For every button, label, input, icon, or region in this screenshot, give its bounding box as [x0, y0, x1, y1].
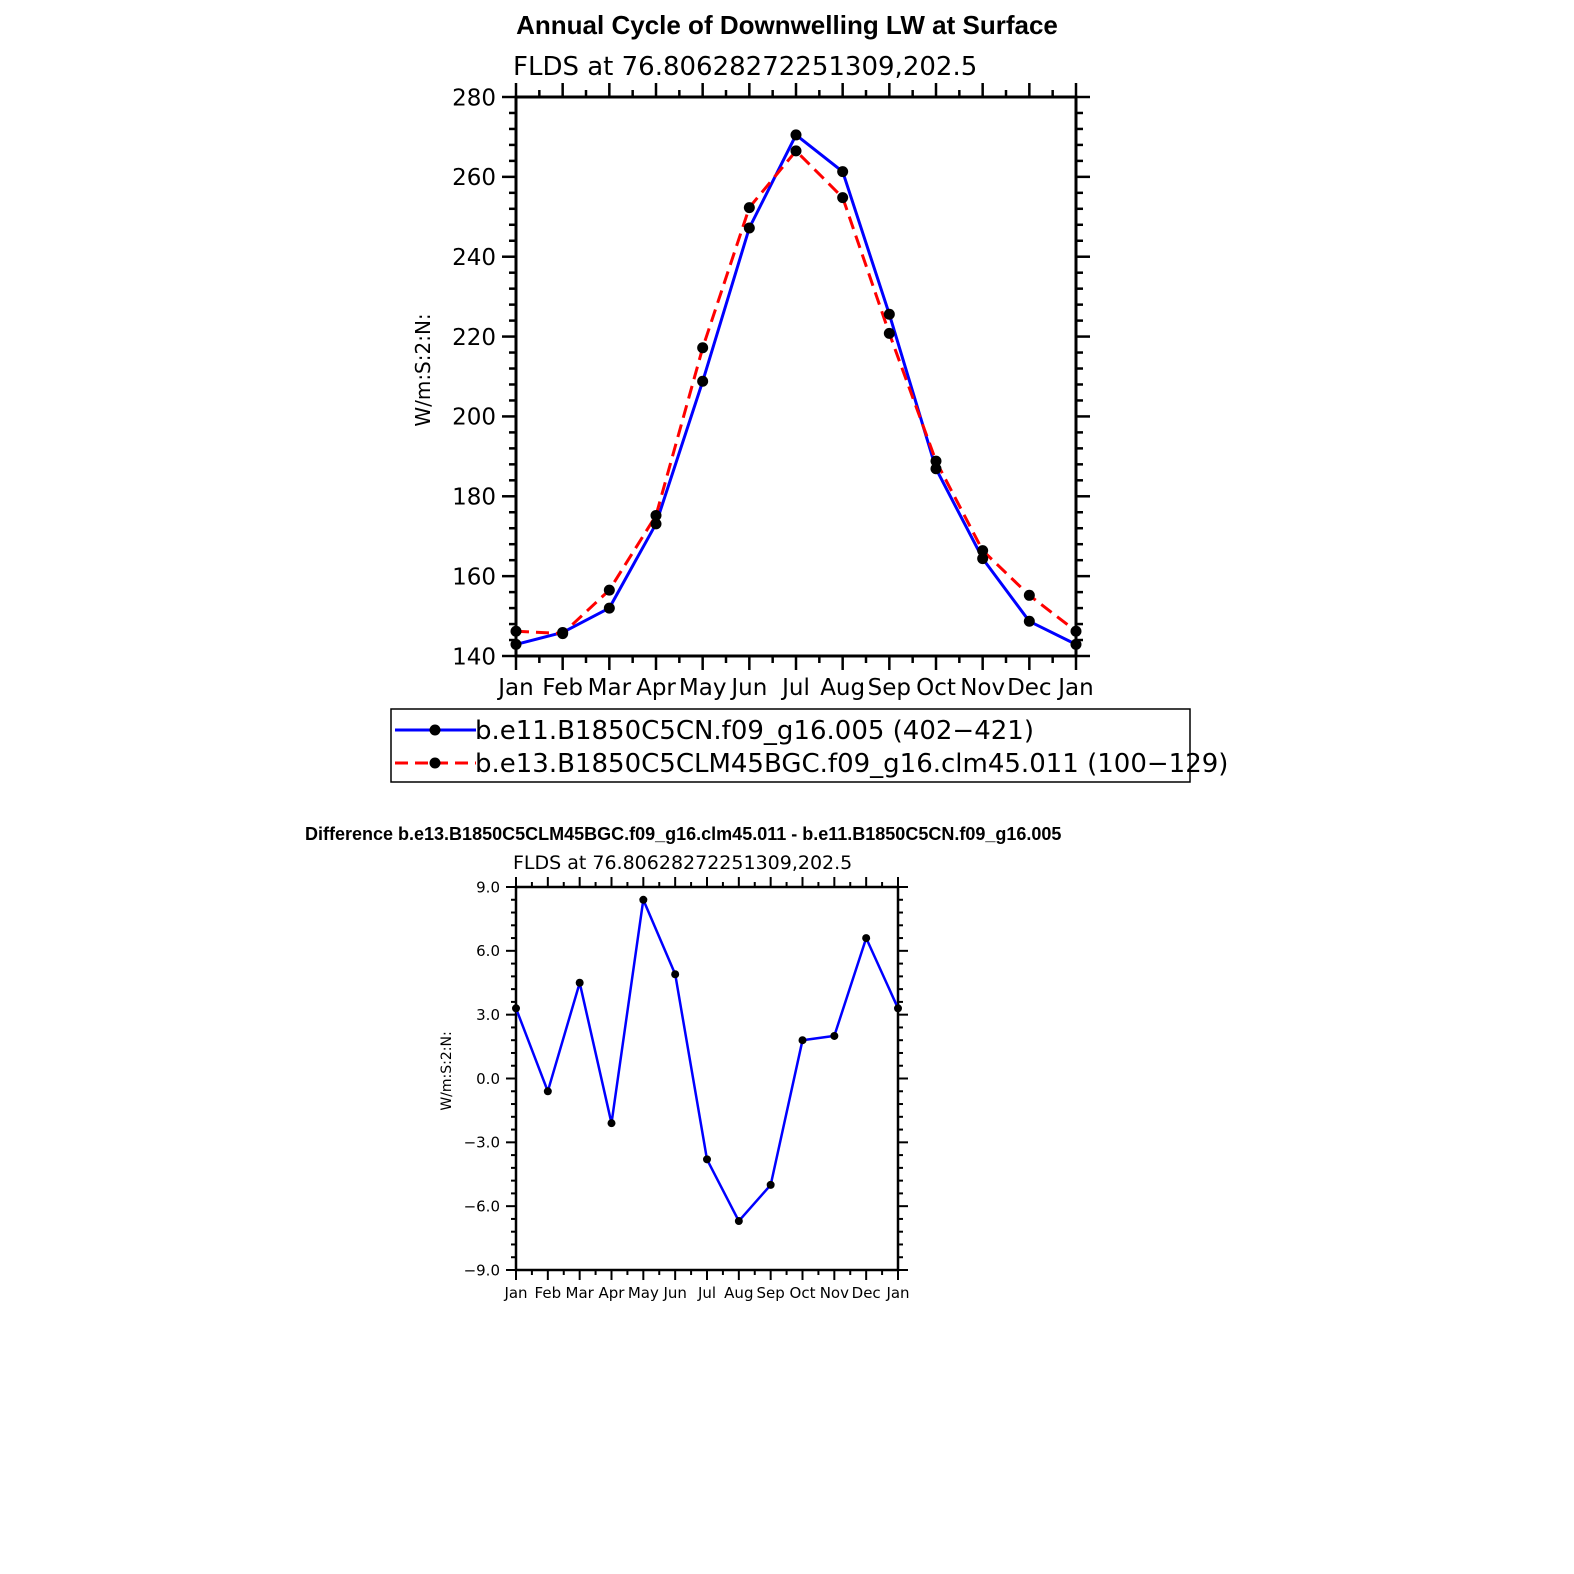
series-1-point — [743, 222, 755, 234]
x-tick-label: Jan — [496, 675, 533, 701]
series-2-point — [1070, 625, 1082, 637]
y-tick-label: 180 — [452, 485, 496, 511]
x-tick-label: Nov — [820, 1284, 849, 1302]
series-line-2 — [515, 149, 1077, 636]
series-1-point — [671, 970, 680, 979]
x-tick-label: Sep — [757, 1284, 785, 1302]
y-tick-label: −3.0 — [464, 1134, 500, 1152]
legend-box — [390, 708, 1191, 783]
main-chart-ylabel: W/m:S:2:N: — [411, 313, 435, 426]
x-tick-label: Apr — [636, 675, 676, 701]
x-tick-label: Oct — [916, 675, 956, 701]
main-chart-title: Annual Cycle of Downwelling LW at Surfac… — [516, 10, 1058, 40]
diff-chart-ylabel: W/m:S:2:N: — [439, 1031, 455, 1110]
legend-label-series-2: b.e13.B1850C5CLM45BGC.f09_g16.clm45.011 … — [475, 749, 1228, 779]
series-2-point — [1023, 589, 1035, 601]
series-1-point — [512, 1004, 520, 1013]
legend-label-series-1: b.e11.B1850C5CN.f09_g16.005 (402−421) — [475, 716, 1034, 746]
y-tick-label: −6.0 — [464, 1198, 500, 1216]
x-tick-label: Apr — [599, 1284, 626, 1302]
y-tick-label: −9.0 — [464, 1261, 500, 1279]
series-2-point — [837, 192, 849, 204]
legend: b.e11.B1850C5CN.f09_g16.005 (402−421) b.… — [390, 708, 1228, 783]
series-2-point — [650, 509, 662, 521]
x-tick-label: Dec — [1007, 675, 1052, 701]
x-tick-label: May — [628, 1284, 659, 1302]
series-1-point — [703, 1155, 711, 1164]
y-tick-label: 240 — [452, 245, 496, 271]
series-1-point — [977, 553, 989, 565]
legend-marker-series-2 — [429, 757, 441, 769]
series-2-point — [883, 327, 895, 339]
series-1-point — [639, 895, 648, 904]
x-tick-label: Mar — [588, 675, 632, 701]
series-2-point — [557, 628, 569, 640]
x-tick-label: Jul — [780, 675, 810, 701]
x-tick-label: Jan — [1056, 675, 1093, 701]
legend-marker-series-1 — [429, 724, 441, 736]
series-1-point — [830, 1031, 839, 1040]
series-1-point — [734, 1217, 743, 1226]
series-1-point — [894, 1004, 902, 1013]
series-2-point — [930, 455, 942, 467]
series-1-point — [1070, 638, 1082, 650]
series-1-point — [575, 978, 584, 987]
series-1-point — [1023, 615, 1035, 627]
series-1-point — [510, 638, 522, 650]
x-tick-label: Jun — [662, 1284, 686, 1302]
series-1-point — [607, 1119, 616, 1128]
x-tick-label: Jun — [729, 675, 767, 701]
x-tick-label: Jan — [885, 1284, 909, 1302]
series-2-point — [697, 342, 709, 354]
y-tick-label: 260 — [452, 165, 496, 191]
diff-chart-title: Difference b.e13.B1850C5CLM45BGC.f09_g16… — [305, 824, 1061, 844]
series-2-point — [510, 625, 522, 637]
series-2-point — [603, 584, 615, 596]
y-tick-label: 3.0 — [476, 1006, 500, 1024]
series-1-point — [930, 463, 942, 475]
x-tick-label: Jul — [697, 1284, 716, 1302]
diff-chart-subtitle: FLDS at 76.80628272251309,202.5 — [513, 852, 852, 874]
series-1-point — [862, 934, 871, 943]
y-tick-label: 220 — [452, 325, 496, 351]
x-tick-label: May — [679, 675, 727, 701]
y-tick-label: 200 — [452, 405, 496, 431]
series-2-point — [743, 202, 755, 214]
plot-frame — [514, 885, 900, 1272]
series-1-point — [543, 1087, 552, 1096]
x-tick-label: Dec — [852, 1284, 881, 1302]
series-2-point — [790, 145, 802, 157]
series-1-point — [697, 375, 709, 387]
series-line-1 — [515, 133, 1077, 646]
x-tick-label: Mar — [566, 1284, 595, 1302]
x-tick-label: Oct — [790, 1284, 816, 1302]
x-tick-label: Jan — [503, 1284, 527, 1302]
x-tick-label: Nov — [960, 675, 1005, 701]
x-tick-label: Feb — [535, 1284, 562, 1302]
x-tick-label: Aug — [724, 1284, 753, 1302]
series-1-point — [790, 129, 802, 141]
main-chart-subtitle: FLDS at 76.80628272251309,202.5 — [513, 52, 977, 82]
y-tick-label: 0.0 — [476, 1070, 500, 1088]
series-1-point — [883, 308, 895, 320]
x-tick-label: Feb — [542, 675, 583, 701]
y-tick-label: 140 — [452, 644, 496, 670]
series-2-point — [977, 545, 989, 557]
series-1-point — [837, 166, 849, 178]
y-tick-label: 280 — [452, 85, 496, 111]
y-tick-label: 160 — [452, 564, 496, 590]
series-1-point — [766, 1180, 775, 1189]
x-tick-label: Sep — [868, 675, 911, 701]
series-1-point — [798, 1036, 807, 1045]
series-1-point — [650, 518, 662, 530]
series-line-1 — [514, 898, 900, 1223]
series-1-point — [603, 602, 615, 614]
x-tick-label: Aug — [820, 675, 865, 701]
y-tick-label: 6.0 — [476, 942, 500, 960]
y-tick-label: 9.0 — [476, 878, 500, 896]
